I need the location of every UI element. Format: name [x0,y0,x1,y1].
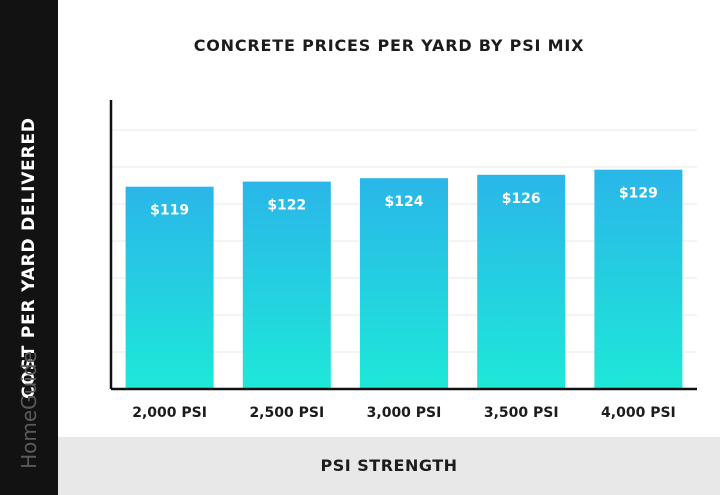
axes [109,100,697,391]
x-axis-band: PSI STRENGTH [58,437,720,495]
x-tick-label: 2,000 PSI [132,405,207,421]
bar-value-label: $124 [385,194,424,210]
y-axis-band: COST PER YARD DELIVERED HomeGuide [0,0,58,495]
bar-value-label: $122 [267,198,306,214]
bar [594,169,683,389]
bar [360,178,448,389]
bar-value-label: $119 [150,203,189,219]
bar-value-label: $126 [502,191,541,207]
bar-chart: $119 $122 $124 $126 $129 2,000 PSI 2,500 PSI 3… [109,100,697,421]
chart-title: CONCRETE PRICES PER YARD BY PSI MIX [193,36,585,55]
x-tick-labels: 2,000 PSI 2,500 PSI 3,000 PSI 3,500 PSI 4,00… [132,405,676,421]
data-labels: $119 $122 $124 $126 $129 [150,186,658,219]
x-tick-label: 2,500 PSI [249,405,324,421]
bar [477,174,566,389]
x-tick-label: 4,000 PSI [601,405,676,421]
bars [125,169,683,389]
x-tick-label: 3,000 PSI [367,405,442,421]
x-axis-label: PSI STRENGTH [320,456,458,475]
bar [125,186,214,389]
x-tick-label: 3,500 PSI [484,405,559,421]
bar-value-label: $129 [619,186,658,202]
bar [242,181,331,389]
